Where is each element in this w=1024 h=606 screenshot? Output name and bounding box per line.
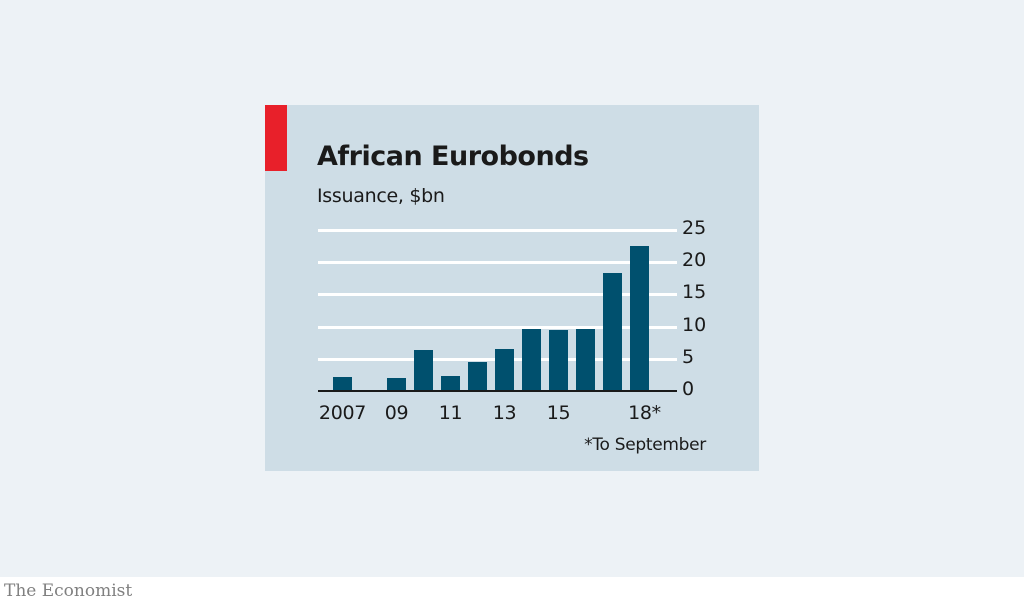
gridline [318, 261, 677, 265]
chart-panel: African Eurobonds Issuance, $bn 0 5 10 15 20… [265, 105, 759, 471]
x-tick-label: 15 [546, 402, 571, 424]
footnote: *To September [584, 435, 706, 455]
bar-2010 [414, 350, 433, 391]
footer: The Economist [0, 577, 1024, 606]
x-axis-line [318, 390, 677, 392]
bar-2011 [441, 376, 460, 391]
y-tick-label: 20 [682, 249, 707, 272]
bar-2014 [522, 328, 541, 391]
x-tick-label: 2007 [318, 402, 367, 424]
bar-2017 [603, 272, 622, 391]
gridline [318, 229, 677, 232]
gridline [318, 293, 677, 297]
bar-2009 [387, 378, 406, 391]
x-tick-label: 09 [384, 402, 409, 424]
x-tick-label: 11 [438, 402, 463, 424]
y-tick-label: 5 [682, 345, 695, 368]
bar-2007 [333, 376, 352, 391]
x-tick-label: 13 [492, 402, 517, 424]
y-tick-label: 0 [682, 378, 695, 400]
bar-2012 [468, 362, 487, 391]
chart-subtitle: Issuance, $bn [317, 185, 445, 207]
bar-2015 [549, 329, 568, 391]
bar-2013 [495, 349, 514, 391]
bar-2016 [576, 328, 595, 391]
y-tick-label: 25 [682, 217, 707, 239]
plot-area: 0 5 10 15 20 25 2007 09 11 13 15 18* [265, 105, 759, 471]
x-tick-label: 18* [628, 402, 661, 424]
brand-logo: The Economist [4, 581, 133, 601]
chart-title: African Eurobonds [317, 141, 589, 172]
bar-2018 [630, 246, 649, 391]
red-accent-tag [265, 105, 287, 171]
y-tick-label: 15 [682, 281, 707, 304]
y-tick-label: 10 [682, 313, 707, 336]
gridline [318, 325, 677, 329]
